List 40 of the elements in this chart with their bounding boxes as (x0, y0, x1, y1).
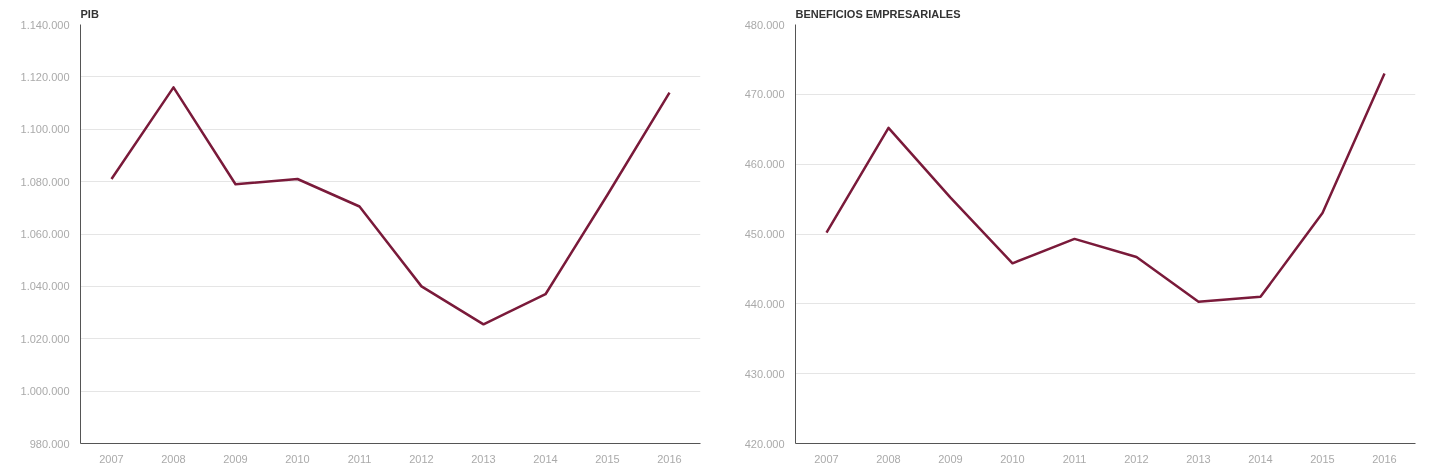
x-tick-label: 2007 (814, 452, 839, 465)
x-tick-label: 2011 (347, 452, 372, 465)
chart-title: PIB (80, 7, 99, 20)
y-tick-label: 470.000 (744, 88, 785, 101)
y-tick-label: 1.140.000 (20, 18, 70, 31)
x-tick-label: 2011 (1062, 452, 1087, 465)
x-tick-label: 2010 (1000, 452, 1025, 465)
x-tick-label: 2009 (223, 452, 248, 465)
x-tick-label: 2014 (533, 452, 558, 465)
y-tick-label: 440.000 (744, 297, 785, 310)
y-tick-label: 1.000.000 (20, 385, 70, 398)
y-tick-label: 1.100.000 (20, 123, 70, 136)
x-tick-label: 2015 (595, 452, 620, 465)
line-series (825, 72, 1386, 303)
y-tick-label: 980.000 (29, 437, 70, 450)
x-tick-label: 2015 (1310, 452, 1335, 465)
y-tick-label: 450.000 (744, 228, 785, 240)
x-tick-label: 2012 (1124, 452, 1149, 465)
x-tick-label: 2014 (1248, 452, 1273, 465)
x-tick-label: 2007 (99, 452, 124, 465)
x-tick-label: 2012 (409, 452, 434, 465)
y-tick-label: 1.040.000 (20, 280, 70, 293)
chart-title: BENEFICIOS EMPRESARIALES (795, 7, 961, 20)
x-tick-label: 2016 (657, 452, 682, 465)
x-tick-label: 2009 (938, 452, 963, 465)
y-tick-label: 460.000 (744, 158, 785, 171)
x-tick-label: 2013 (471, 452, 496, 465)
y-tick-label: 430.000 (744, 367, 785, 380)
y-tick-label: 1.020.000 (20, 332, 70, 345)
line-series (110, 86, 671, 326)
y-tick-label: 1.060.000 (20, 228, 70, 240)
y-tick-label: 480.000 (744, 18, 785, 31)
y-tick-label: 1.080.000 (20, 175, 70, 188)
x-tick-label: 2016 (1372, 452, 1397, 465)
x-tick-label: 2013 (1186, 452, 1211, 465)
y-tick-label: 420.000 (744, 437, 785, 450)
x-tick-label: 2008 (876, 452, 901, 465)
x-tick-label: 2010 (285, 452, 310, 465)
y-tick-label: 1.120.000 (20, 70, 70, 83)
x-tick-label: 2008 (161, 452, 186, 465)
